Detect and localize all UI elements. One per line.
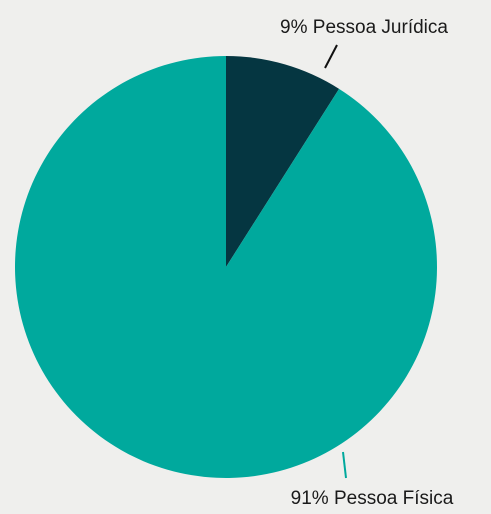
pie-slice: [15, 56, 438, 478]
slice-value-label: 9%: [280, 17, 308, 38]
slice-category-label: Pessoa Jurídica: [313, 17, 449, 38]
leader-line: [342, 451, 347, 479]
slice-category-label: Pessoa Física: [334, 488, 454, 509]
slice-label: 91% Pessoa Física: [291, 488, 454, 509]
slice-value-label: 91%: [291, 488, 329, 509]
slice-label: 9% Pessoa Jurídica: [280, 17, 448, 38]
pie-slice: [226, 56, 340, 267]
leader-line: [324, 44, 338, 69]
